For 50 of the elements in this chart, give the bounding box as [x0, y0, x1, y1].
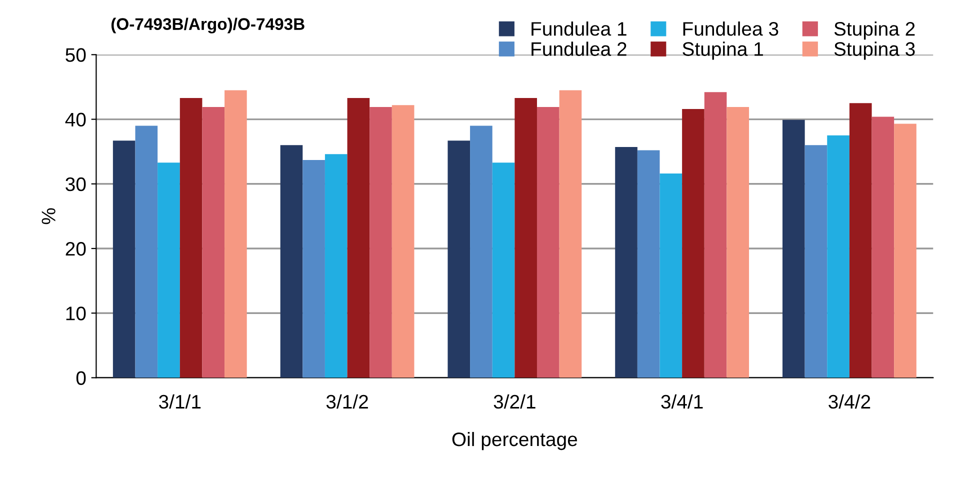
bar — [894, 124, 916, 378]
y-tick-label: 40 — [65, 112, 86, 127]
bar — [302, 160, 325, 378]
y-axis-title: % — [42, 208, 56, 224]
bar — [347, 98, 370, 378]
bar — [849, 103, 872, 378]
x-tick-label: 3/2/1 — [494, 394, 536, 409]
y-tick-label: 20 — [66, 242, 86, 256]
x-tick-label: 3/1/1 — [159, 394, 201, 409]
legend-label: Stupina 2 — [834, 21, 915, 40]
bar — [726, 107, 750, 378]
bar — [112, 140, 136, 378]
legend-label: Fundulea 2 — [532, 42, 626, 56]
bar — [682, 108, 704, 378]
bar — [370, 107, 392, 378]
bar — [660, 174, 682, 378]
bar — [224, 90, 247, 378]
bar — [536, 107, 560, 378]
chart-title: (O-7493B/Argo)/O-7493B — [111, 18, 304, 34]
legend-label: Fundulea 1 — [532, 21, 626, 36]
bar — [202, 107, 225, 378]
y-tick-label: 10 — [66, 306, 86, 320]
bar — [392, 105, 414, 378]
bar — [872, 116, 894, 378]
legend-label: Fundulea 3 — [683, 21, 778, 36]
bar — [158, 162, 180, 378]
bar — [559, 90, 582, 378]
legend-label: Stupina 3 — [834, 42, 915, 60]
bar — [470, 126, 492, 378]
bar — [804, 145, 828, 378]
legend-label: Stupina 1 — [682, 42, 763, 60]
bar — [615, 147, 638, 378]
bar — [514, 98, 537, 378]
bar — [448, 140, 470, 378]
bar — [637, 150, 660, 378]
y-tick-label: 0 — [76, 371, 86, 385]
x-tick-label: 3/4/2 — [828, 394, 870, 409]
bar — [827, 135, 850, 378]
bar — [280, 145, 303, 378]
x-tick-label: 3/1/2 — [326, 394, 368, 409]
bar — [704, 92, 727, 378]
y-tick-label: 30 — [66, 177, 86, 192]
bar — [782, 120, 805, 378]
bar — [492, 162, 515, 378]
x-axis-title: Oil percentage — [452, 432, 578, 450]
y-tick-label: 50 — [66, 48, 86, 62]
bar — [324, 154, 348, 378]
bar — [135, 126, 158, 378]
x-tick-label: 3/4/1 — [661, 394, 703, 409]
bar — [180, 98, 202, 378]
